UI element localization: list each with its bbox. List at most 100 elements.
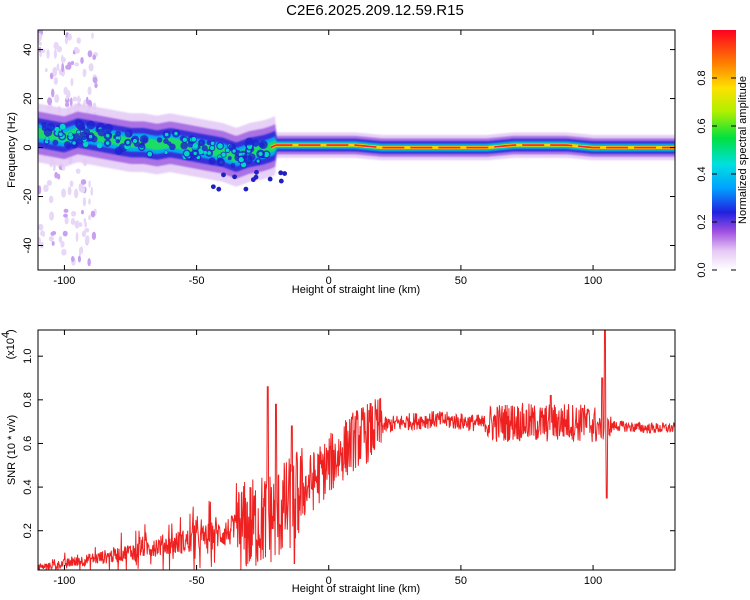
spectrogram-noise [85,235,90,245]
spectrogram-noise [83,217,87,224]
spectrogram-noise [84,227,90,233]
colorbar: 0.0 0.2 0.4 0.6 0.8 Normalized spectral ampl… [696,30,749,278]
spectrogram-noise [74,48,80,54]
spectrogram-noise [88,180,91,188]
spectrogram-blob-core [59,123,66,130]
spectrogram-blob [46,122,56,132]
snr-series-line [38,330,675,570]
spectrogram-blob-core [54,126,60,132]
spectrogram-blob [187,141,194,148]
spectrogram-noise [61,62,65,73]
spectrogram-blob [79,125,86,131]
spectrogram-noise [70,60,75,65]
spectrogram-blob [97,128,106,137]
spectrogram-noise [88,63,94,72]
spectrogram-blob [245,137,254,146]
spectrogram-blob-core [76,130,81,134]
spectrogram-noise [40,230,45,237]
spectrogram-noise [73,188,79,199]
spectrogram-noise [64,216,69,225]
spectrogram-y-tick-label: -20 [22,189,34,205]
spectrogram-noise [76,37,81,44]
spectrogram-noise [79,246,84,254]
spectrogram-noise [51,88,55,98]
spectrogram-blob-core [89,134,93,139]
spectrogram-noise [69,180,74,188]
colorbar-tick-label: 0.2 [696,214,708,229]
spectrogram-noise [61,248,67,256]
spectrogram-blob [163,138,169,144]
spectrogram-tail-dot [250,177,256,183]
spectrogram-blob [208,157,216,165]
spectrogram-noise [91,231,97,240]
spectrogram-noise [51,241,55,246]
spectrogram-noise [88,198,91,205]
spectrogram-tail-dot [278,178,284,184]
snr-y-tick-label: 0.4 [22,479,34,494]
snr-x-ticks: -100 -50 0 50 100 [53,330,602,587]
page-title: C2E6.2025.209.12.59.R15 [286,2,464,19]
spectrogram-y-tick-label: 20 [22,92,34,104]
spectrogram-noise [48,195,54,204]
spectrogram-noise [63,208,69,213]
spectrogram-blob [258,140,268,150]
spectrogram-x-label: Height of straight line (km) [292,284,420,296]
spectrogram-noise [38,185,42,195]
spectrogram-blob-core [184,150,190,157]
spectrogram-tail-dot [254,169,259,175]
snr-y-label: SNR (10 * v/v) [6,415,18,485]
spectrogram-noise [87,86,92,96]
spectrogram-noise [90,186,94,197]
spectrogram-noise [63,213,68,218]
spectrogram-blob [156,137,163,143]
colorbar-tick-label: 0.4 [696,166,708,181]
spectrogram-noise [81,186,86,193]
spectrogram-blob-core [58,132,63,137]
snr-y-scale-label: (x10 [5,338,17,359]
snr-y-tick-label: 1.0 [22,349,34,364]
spectrogram-blob-core [164,150,168,155]
spectrogram-blob [115,130,122,137]
spectrogram-noise [53,77,59,85]
spectrogram-blob-core [192,143,199,149]
spectrogram-x-tick-label: -100 [53,275,75,287]
spectrogram-blob-core [221,152,226,157]
colorbar-ticks: 0.0 0.2 0.4 0.6 0.8 [696,70,736,278]
spectrogram-blob-core [238,156,244,163]
snr-x-tick-label: -50 [189,575,205,587]
spectrogram-noise [75,168,81,174]
spectrogram-y-tick-label: 0 [22,144,34,150]
snr-y-tick-label: 0.8 [22,392,34,407]
spectrogram-blob-core [232,149,236,153]
spectrogram-y-tick-label: -40 [22,238,34,254]
spectrogram-noise [91,32,94,39]
spectrogram-noise [92,76,98,84]
spectrogram-blob [230,162,236,168]
spectrogram-blob [198,139,206,147]
spectrogram-noise [94,83,98,89]
spectrogram-noise [87,258,91,267]
spectrogram-noise [88,214,91,221]
spectrogram-blob-core [106,133,110,138]
spectrogram-tail-dot [221,172,226,178]
spectrogram-noise [51,230,57,236]
spectrogram-noise [67,33,72,41]
spectrogram-noise [53,49,57,59]
spectrogram-blob [63,141,71,148]
spectrogram-blob-core [225,148,230,153]
spectrogram-noise [77,255,81,263]
spectrogram-blob [227,156,232,161]
spectrogram-blob-core [238,152,243,157]
snr-x-label: Height of straight line (km) [292,583,420,595]
spectrogram-noise [49,211,55,221]
spectrogram-ridge-red [270,144,675,149]
spectrogram-noise [43,184,49,192]
spectrogram-tail-dot [278,170,284,176]
spectrogram-noise [46,179,53,187]
spectrogram-blob [139,142,145,149]
snr-y-tick-label: 0.6 [22,436,34,451]
colorbar-label: Normalized spectral amplitude [737,76,749,224]
spectrogram-blob [104,123,113,133]
spectrogram-ridge [38,30,675,267]
spectrogram-noise [77,95,81,105]
